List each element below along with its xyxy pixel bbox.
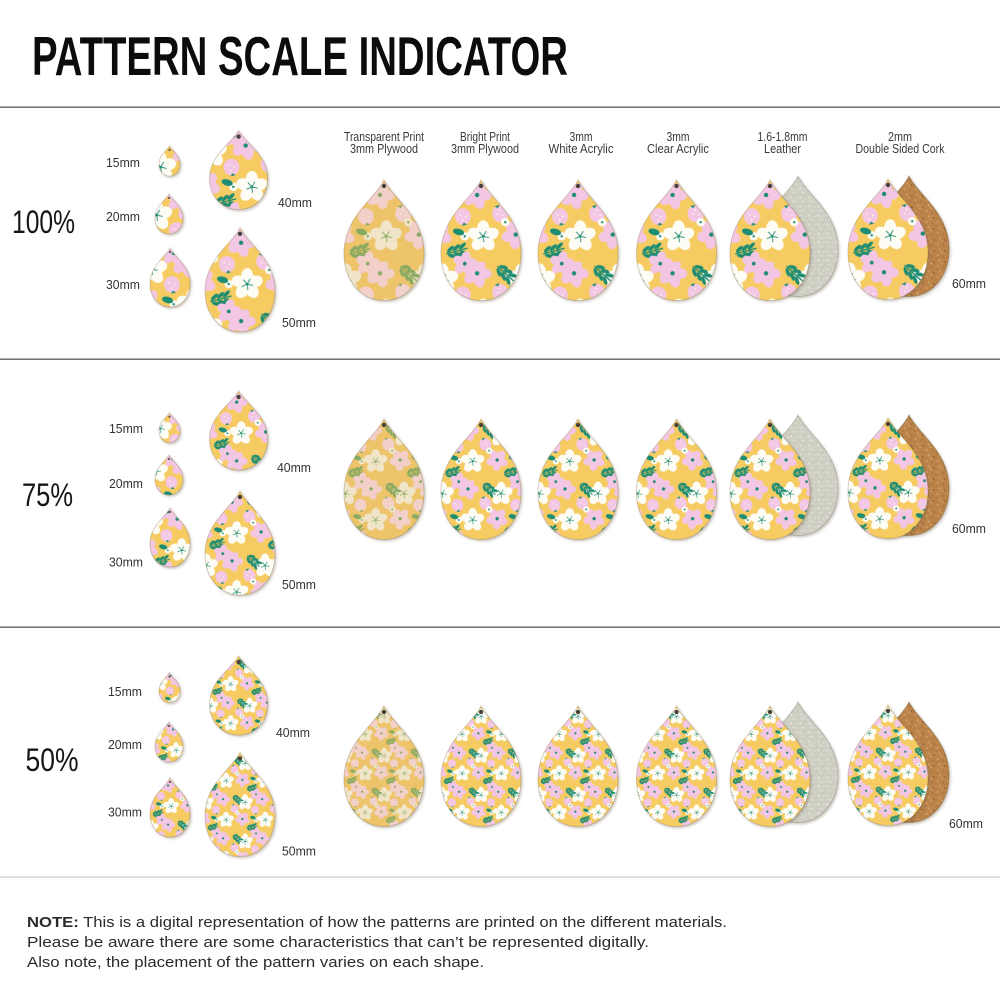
svg-text:60mm: 60mm [952,521,986,536]
svg-text:Leather: Leather [764,141,802,156]
svg-text:20mm: 20mm [106,209,140,224]
svg-text:50%: 50% [26,742,79,778]
svg-text:15mm: 15mm [108,684,142,699]
svg-text:NOTE: This is a digital repres: NOTE: This is a digital representation o… [27,915,727,931]
svg-text:100%: 100% [12,204,75,240]
svg-text:1.6-1.8mm: 1.6-1.8mm [758,129,808,144]
svg-text:15mm: 15mm [106,155,140,170]
svg-text:30mm: 30mm [106,277,140,292]
svg-text:50mm: 50mm [282,844,316,859]
svg-text:Bright Print: Bright Print [460,129,510,144]
svg-text:White Acrylic: White Acrylic [549,141,614,156]
svg-text:40mm: 40mm [276,725,310,740]
svg-text:2mm: 2mm [888,129,912,144]
svg-text:3mm Plywood: 3mm Plywood [350,141,418,156]
svg-text:PATTERN SCALE INDICATOR: PATTERN SCALE INDICATOR [32,25,568,87]
svg-text:Clear Acrylic: Clear Acrylic [647,141,709,156]
svg-text:60mm: 60mm [949,816,983,831]
svg-text:3mm Plywood: 3mm Plywood [451,141,519,156]
svg-text:15mm: 15mm [109,421,143,436]
svg-text:Also note, the placement of th: Also note, the placement of the pattern … [27,955,484,971]
svg-text:Transparent Print: Transparent Print [344,129,424,144]
svg-text:50mm: 50mm [282,577,316,592]
svg-text:20mm: 20mm [109,476,143,491]
svg-text:75%: 75% [22,477,73,513]
svg-text:20mm: 20mm [108,737,142,752]
svg-text:40mm: 40mm [278,195,312,210]
svg-text:3mm: 3mm [667,129,690,144]
svg-text:Double Sided Cork: Double Sided Cork [856,141,945,156]
svg-text:50mm: 50mm [282,315,316,330]
svg-text:3mm: 3mm [570,129,593,144]
svg-text:60mm: 60mm [952,276,986,291]
svg-text:Please be aware there are some: Please be aware there are some character… [27,935,649,951]
svg-text:30mm: 30mm [108,805,142,820]
svg-text:30mm: 30mm [109,555,143,570]
svg-text:40mm: 40mm [277,460,311,475]
